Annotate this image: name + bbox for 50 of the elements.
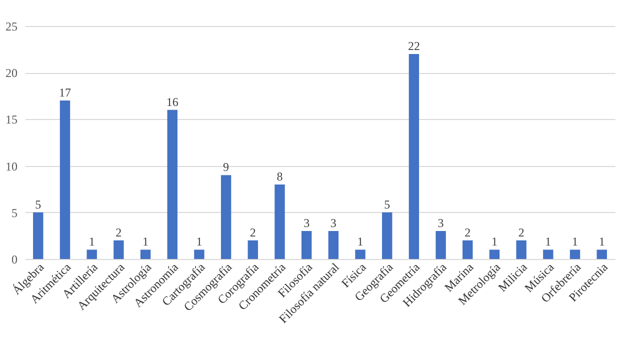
y-tick-label: 10 bbox=[6, 159, 18, 174]
data-label: 1 bbox=[88, 234, 95, 249]
data-label: 1 bbox=[545, 234, 552, 249]
bar bbox=[140, 250, 151, 259]
y-tick-label: 0 bbox=[12, 252, 18, 266]
y-tick-label: 20 bbox=[6, 66, 18, 80]
data-label: 2 bbox=[116, 225, 122, 240]
data-label: 5 bbox=[384, 197, 390, 212]
bar bbox=[436, 231, 446, 259]
y-tick-label: 5 bbox=[12, 206, 18, 220]
bar bbox=[489, 250, 500, 259]
data-label: 1 bbox=[357, 234, 364, 249]
bar bbox=[596, 250, 607, 259]
data-label: 2 bbox=[518, 225, 524, 240]
bar bbox=[33, 212, 44, 259]
data-label: 22 bbox=[408, 38, 420, 53]
bar bbox=[60, 100, 70, 259]
bar bbox=[516, 240, 526, 259]
data-label: 16 bbox=[166, 94, 178, 109]
bar bbox=[408, 54, 420, 259]
data-label: 1 bbox=[598, 234, 605, 249]
y-tick-label: 25 bbox=[6, 20, 18, 34]
data-label: 2 bbox=[250, 225, 256, 240]
bar bbox=[301, 231, 312, 259]
bar bbox=[114, 240, 124, 259]
data-label: 3 bbox=[330, 216, 336, 230]
bar bbox=[248, 240, 258, 259]
data-label: 3 bbox=[438, 216, 444, 230]
data-label: 2 bbox=[464, 225, 471, 240]
data-label: 1 bbox=[142, 234, 149, 249]
data-label: 5 bbox=[35, 197, 42, 212]
data-label: 3 bbox=[304, 216, 310, 230]
bar bbox=[194, 250, 204, 259]
bar bbox=[86, 250, 97, 259]
bar bbox=[462, 240, 473, 259]
y-tick-label: 15 bbox=[6, 112, 18, 127]
bar bbox=[328, 231, 339, 259]
bar bbox=[274, 184, 285, 259]
data-label: 17 bbox=[58, 86, 71, 100]
data-label: 1 bbox=[491, 234, 498, 249]
bar bbox=[543, 250, 554, 259]
bar bbox=[167, 110, 178, 259]
data-label: 1 bbox=[196, 234, 202, 249]
data-label: 8 bbox=[276, 169, 283, 184]
data-label: 1 bbox=[572, 234, 578, 249]
bar bbox=[220, 175, 232, 259]
bar bbox=[355, 250, 366, 259]
bar bbox=[570, 250, 580, 259]
bar bbox=[382, 212, 392, 259]
data-label: 9 bbox=[223, 160, 230, 174]
